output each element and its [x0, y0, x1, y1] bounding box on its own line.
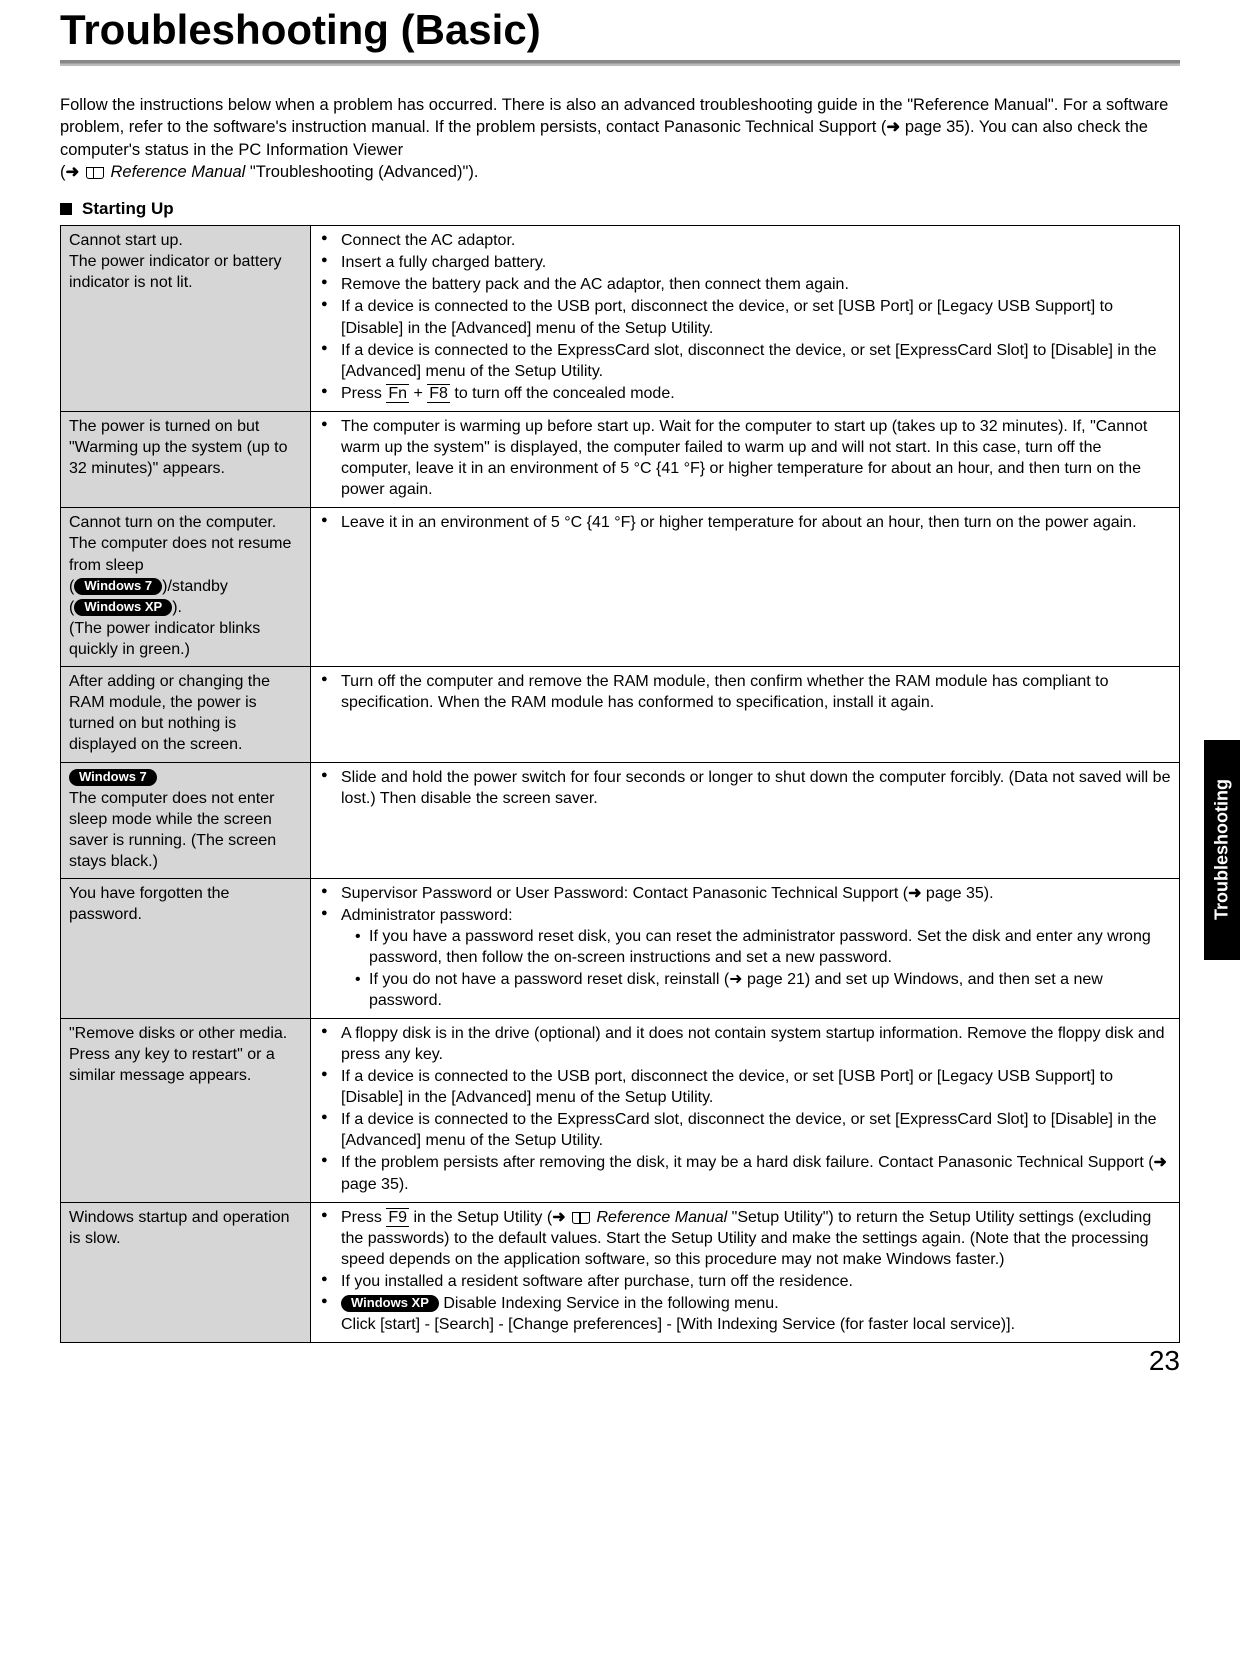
os-badge: Windows XP [341, 1295, 439, 1312]
table-row: Windows startup and operation is slow.Pr… [61, 1202, 1180, 1343]
section-heading: Starting Up [60, 199, 1180, 219]
table-row: Cannot turn on the computer.The computer… [61, 508, 1180, 667]
title-underline [60, 60, 1180, 66]
section-heading-text: Starting Up [82, 199, 174, 218]
os-badge: Windows 7 [69, 769, 157, 786]
problem-cell: "Remove disks or other media. Press any … [61, 1018, 311, 1202]
table-row: Cannot start up.The power indicator or b… [61, 226, 1180, 412]
book-icon [86, 165, 104, 179]
square-bullet-icon [60, 203, 72, 215]
solution-cell: Connect the AC adaptor.Insert a fully ch… [311, 226, 1180, 412]
solution-subitem: If you do not have a password reset disk… [355, 969, 1171, 1011]
problem-cell: Windows 7The computer does not enter sle… [61, 762, 311, 879]
solution-item: Turn off the computer and remove the RAM… [319, 671, 1171, 713]
table-row: "Remove disks or other media. Press any … [61, 1018, 1180, 1202]
table-row: You have forgotten the password. Supervis… [61, 879, 1180, 1019]
reference-manual-italic: Reference Manual [592, 1209, 727, 1226]
problem-cell: You have forgotten the password. [61, 879, 311, 1019]
problem-cell: Cannot turn on the computer.The computer… [61, 508, 311, 667]
key-fn: Fn [386, 384, 409, 403]
solution-item: If a device is connected to the USB port… [319, 1066, 1171, 1108]
solution-cell: Press F9 in the Setup Utility (➜ Referen… [311, 1202, 1180, 1343]
reference-manual-italic: Reference Manual [106, 163, 245, 181]
key-f8: F8 [427, 384, 450, 403]
page-number: 23 [1149, 1345, 1180, 1377]
os-badge: Windows 7 [74, 578, 162, 595]
intro-paragraph: Follow the instructions below when a pro… [60, 94, 1180, 183]
solution-item: Connect the AC adaptor. [319, 230, 1171, 251]
solution-item: If a device is connected to the ExpressC… [319, 1109, 1171, 1151]
solution-item: A floppy disk is in the drive (optional)… [319, 1023, 1171, 1065]
solution-item: Supervisor Password or User Password: Co… [319, 883, 1171, 904]
page-title: Troubleshooting (Basic) [60, 0, 1180, 60]
solution-item: Administrator password:If you have a pas… [319, 905, 1171, 1011]
table-row: The power is turned on but "Warming up t… [61, 411, 1180, 507]
solution-cell: A floppy disk is in the drive (optional)… [311, 1018, 1180, 1202]
solution-cell: Slide and hold the power switch for four… [311, 762, 1180, 879]
solution-item: Remove the battery pack and the AC adapt… [319, 274, 1171, 295]
solution-item: Windows XP Disable Indexing Service in t… [319, 1293, 1171, 1335]
solution-item: If you installed a resident software aft… [319, 1271, 1171, 1292]
solution-item: The computer is warming up before start … [319, 416, 1171, 500]
solution-item: Insert a fully charged battery. [319, 252, 1171, 273]
side-tab-troubleshooting: Troubleshooting [1204, 740, 1240, 960]
solution-item: If the problem persists after removing t… [319, 1152, 1171, 1194]
troubleshooting-table: Cannot start up.The power indicator or b… [60, 225, 1180, 1343]
solution-cell: Leave it in an environment of 5 °C {41 °… [311, 508, 1180, 667]
os-badge: Windows XP [74, 599, 172, 616]
solution-cell: Supervisor Password or User Password: Co… [311, 879, 1180, 1019]
solution-item: If a device is connected to the USB port… [319, 296, 1171, 338]
solution-item: If a device is connected to the ExpressC… [319, 340, 1171, 382]
arrow-icon: ➜ [66, 163, 80, 181]
problem-cell: The power is turned on but "Warming up t… [61, 411, 311, 507]
table-row: Windows 7The computer does not enter sle… [61, 762, 1180, 879]
solution-item: Slide and hold the power switch for four… [319, 767, 1171, 809]
solution-item: Press Fn + F8 to turn off the concealed … [319, 383, 1171, 404]
solution-item: Leave it in an environment of 5 °C {41 °… [319, 512, 1171, 533]
arrow-icon: ➜ [886, 118, 900, 136]
arrow-icon: ➜ [552, 1209, 565, 1226]
table-row: After adding or changing the RAM module,… [61, 667, 1180, 762]
key-f9: F9 [386, 1208, 409, 1227]
arrow-icon: ➜ [1154, 1154, 1167, 1171]
problem-cell: After adding or changing the RAM module,… [61, 667, 311, 762]
solution-cell: The computer is warming up before start … [311, 411, 1180, 507]
problem-cell: Cannot start up.The power indicator or b… [61, 226, 311, 412]
book-icon [572, 1210, 590, 1224]
problem-cell: Windows startup and operation is slow. [61, 1202, 311, 1343]
arrow-icon: ➜ [908, 885, 921, 902]
solution-subitem: If you have a password reset disk, you c… [355, 926, 1171, 968]
intro-ref-tail: "Troubleshooting (Advanced)"). [245, 163, 478, 181]
solution-item: Press F9 in the Setup Utility (➜ Referen… [319, 1207, 1171, 1270]
solution-cell: Turn off the computer and remove the RAM… [311, 667, 1180, 762]
